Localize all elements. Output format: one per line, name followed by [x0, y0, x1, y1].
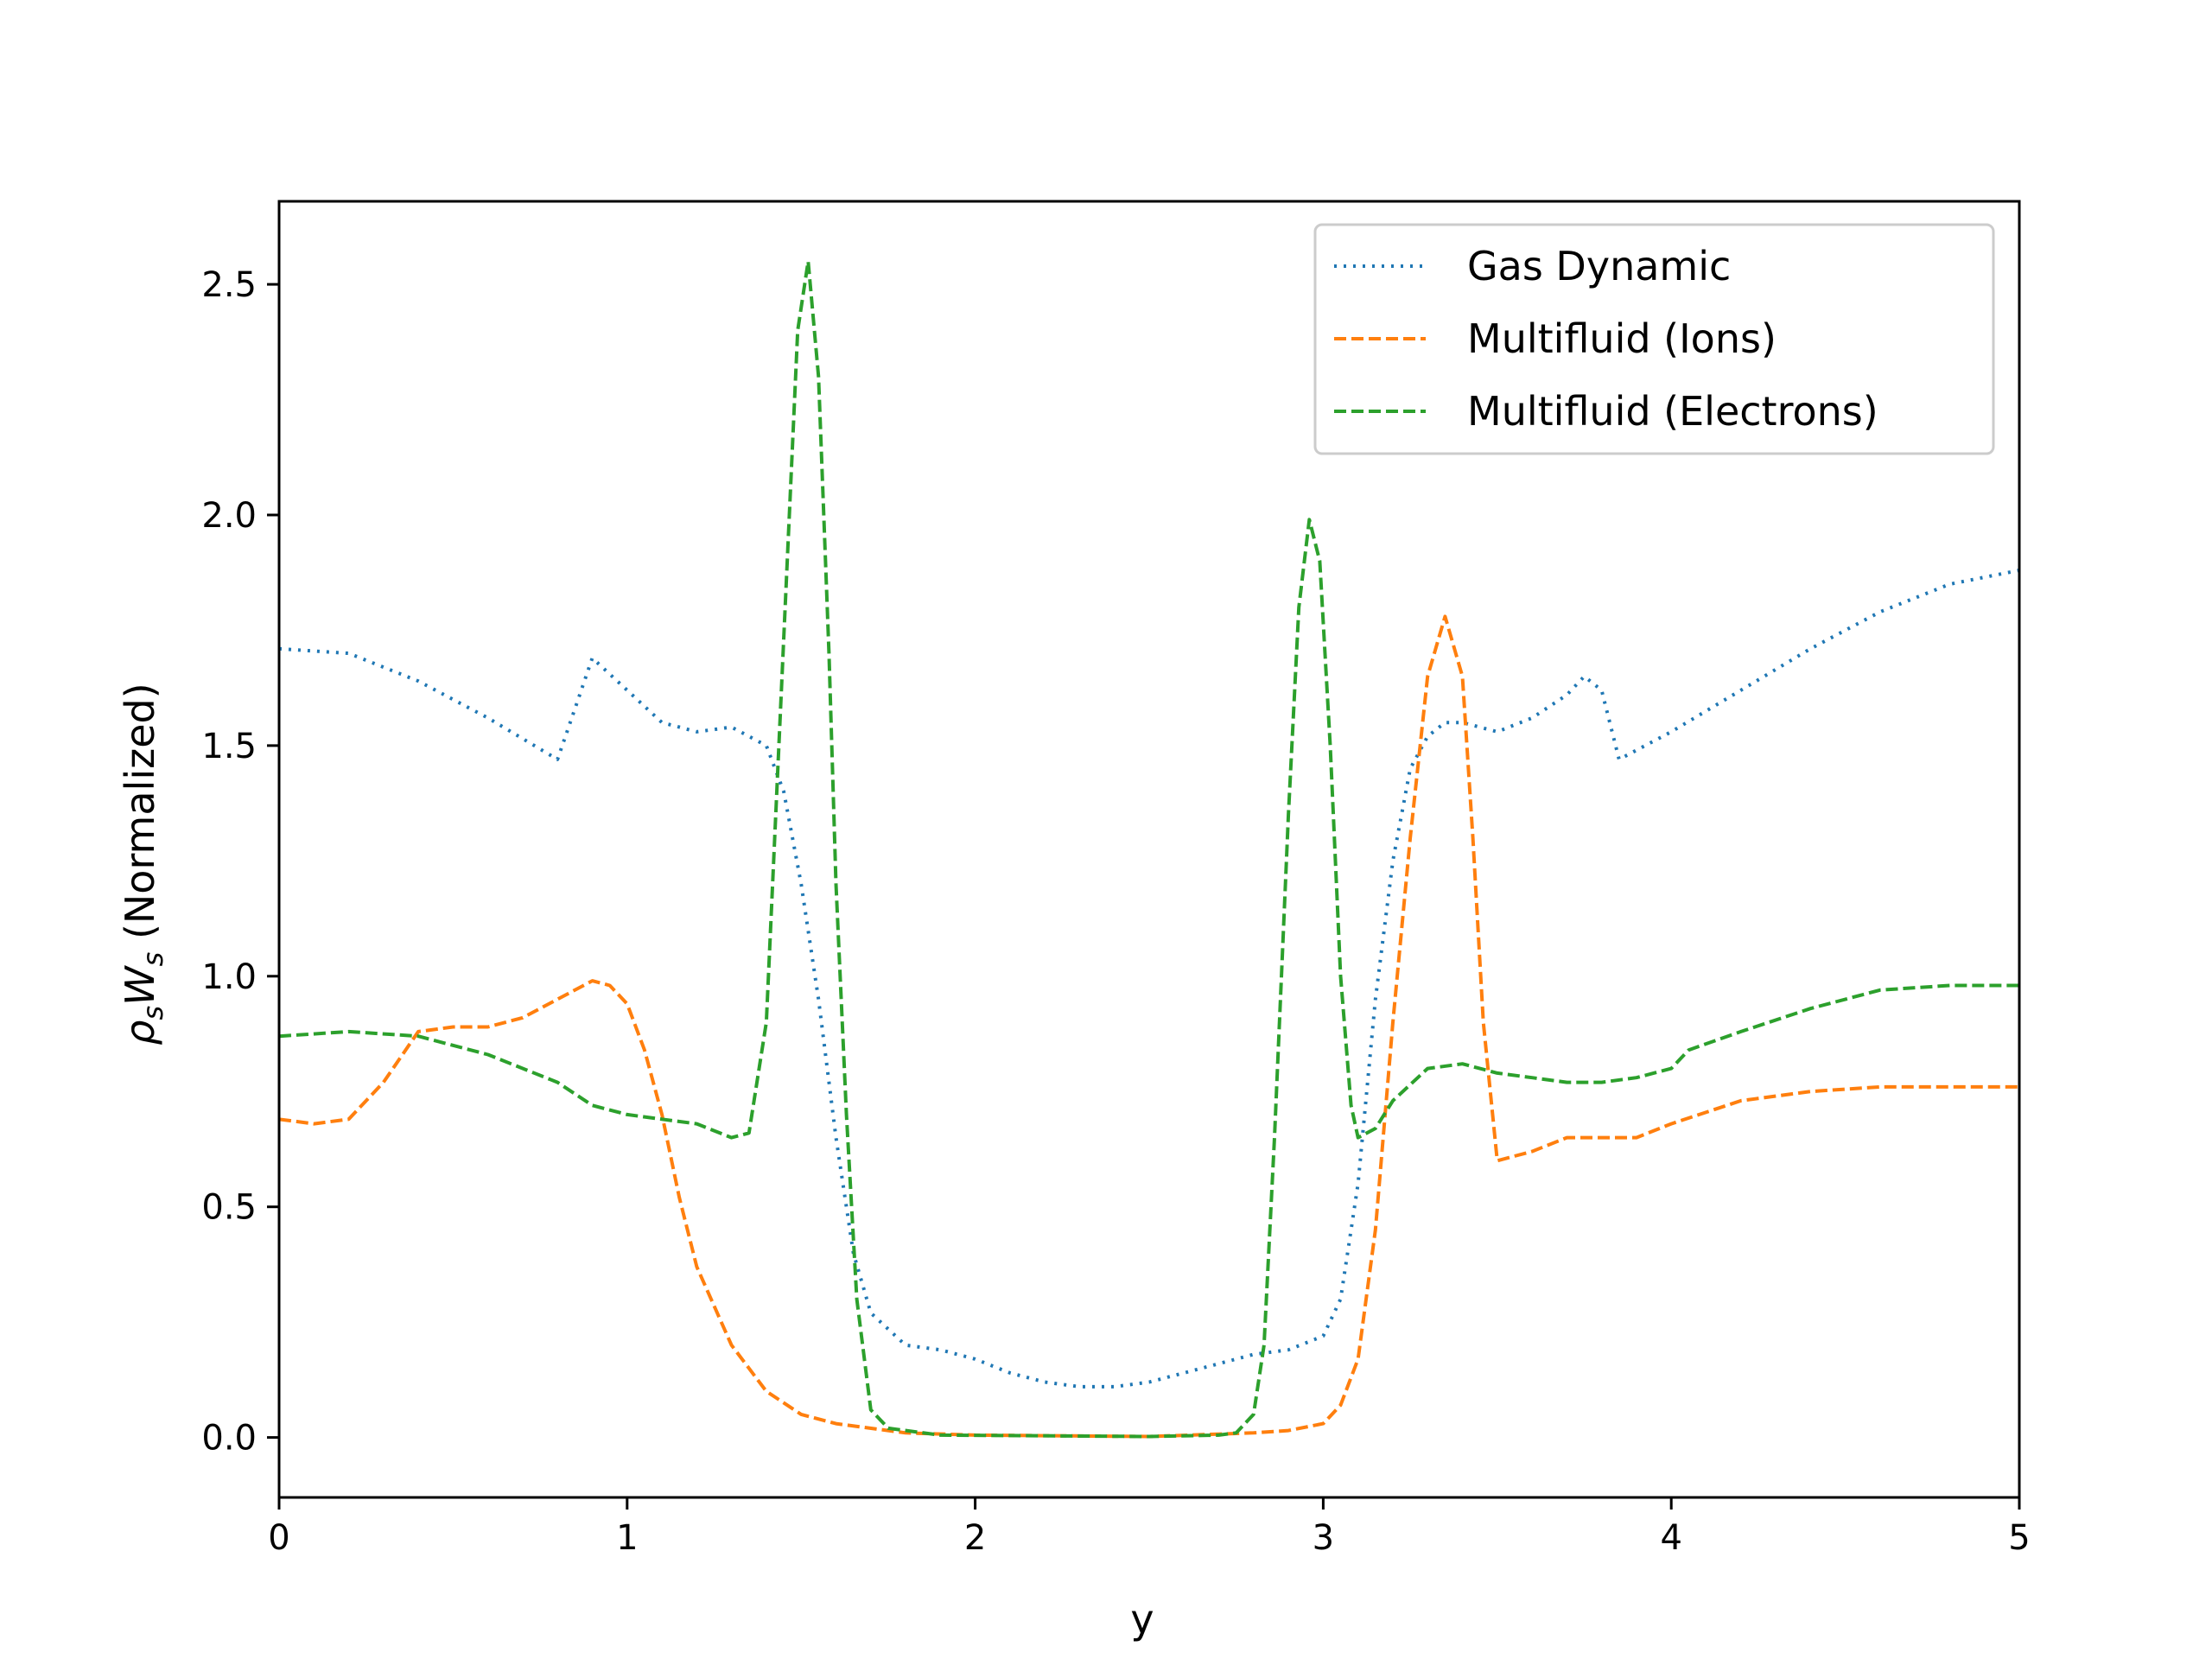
series-line-0: [279, 569, 2019, 1389]
y-label-rest: (Normalized): [117, 683, 163, 951]
y-axis-label: ρsWs (Normalized): [117, 683, 169, 1045]
y-tick-label-4: 2.0: [201, 496, 257, 536]
legend-label-2: Multifluid (Electrons): [1467, 388, 1878, 435]
x-tick-label-1: 1: [616, 1518, 638, 1558]
y-label-sub1: s: [137, 1006, 169, 1020]
y-tick-label-2: 1.0: [201, 957, 257, 997]
legend: Gas Dynamic Multifluid (Ions) Multifluid (…: [1313, 223, 1995, 455]
legend-label-1: Multifluid (Ions): [1467, 315, 1777, 362]
x-axis-label: y: [1130, 1596, 1154, 1643]
plot-area: [279, 259, 2019, 1439]
axes-frame: [277, 200, 2021, 1499]
y-tick-label-3: 1.5: [201, 727, 257, 766]
x-tick-label-3: 3: [1313, 1518, 1334, 1558]
legend-label-0: Gas Dynamic: [1467, 243, 1731, 289]
x-tick-label-4: 4: [1660, 1518, 1681, 1558]
y-label-w: W: [117, 965, 163, 1006]
y-tick-label-5: 2.5: [201, 265, 257, 305]
x-tick-label-5: 5: [2008, 1518, 2030, 1558]
x-tick-label-0: 0: [268, 1518, 289, 1558]
series-line-1: [279, 614, 2019, 1439]
y-tick-label-1: 0.5: [201, 1188, 257, 1228]
x-tick-label-2: 2: [964, 1518, 986, 1558]
legend-box: [1313, 223, 1995, 455]
y-tick-label-0: 0.0: [201, 1419, 257, 1459]
y-label-sub2: s: [137, 952, 169, 967]
axes: 0 1 2 3 4 5 0.0 0.5 1.0 1.5 2.0 2.5: [201, 200, 2031, 1558]
y-label-rho: ρ: [117, 1020, 163, 1046]
